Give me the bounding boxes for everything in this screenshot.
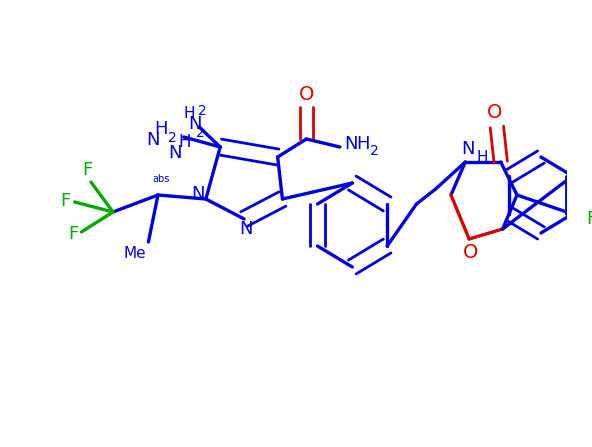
Text: N: N: [191, 185, 205, 203]
Text: N: N: [345, 135, 358, 153]
Text: O: O: [464, 243, 479, 261]
Text: O: O: [487, 104, 503, 122]
Text: 2: 2: [198, 104, 207, 118]
Text: O: O: [299, 84, 314, 104]
Text: abs: abs: [152, 174, 169, 184]
Text: 2: 2: [196, 126, 204, 140]
Text: H: H: [356, 135, 369, 153]
Text: F: F: [69, 225, 79, 243]
Text: N: N: [239, 220, 253, 238]
Text: H: H: [184, 105, 195, 121]
Text: Me: Me: [124, 245, 146, 261]
Text: N: N: [461, 140, 475, 158]
Text: F: F: [82, 161, 92, 179]
Text: N: N: [146, 131, 160, 149]
Text: 2: 2: [168, 131, 176, 145]
Text: F: F: [60, 192, 70, 210]
Text: 2: 2: [370, 144, 379, 158]
Text: H: H: [154, 120, 168, 138]
Text: N: N: [189, 115, 202, 133]
Text: H: H: [477, 149, 488, 164]
Text: F: F: [587, 210, 592, 228]
Text: H: H: [179, 133, 191, 151]
Text: N: N: [169, 144, 182, 162]
